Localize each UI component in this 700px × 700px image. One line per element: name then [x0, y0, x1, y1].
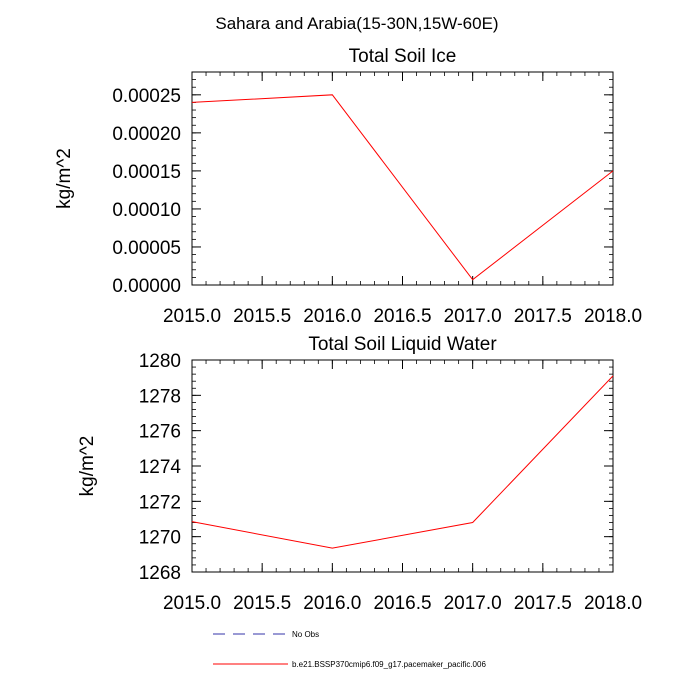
legend-label: b.e21.BSSP370cmip6.f09_g17.pacemaker_pac… [292, 660, 486, 669]
y-tick-label: 0.00005 [112, 238, 181, 259]
y-axis-label: kg/m^2 [77, 436, 98, 497]
plot-frame [191, 359, 614, 573]
y-tick-label: 0.00025 [112, 86, 181, 107]
y-tick-label: 0.00020 [112, 124, 181, 145]
chart-title: Total Soil Liquid Water [308, 334, 497, 355]
x-tick-label: 2018.0 [584, 593, 642, 614]
x-tick-label: 2016.5 [373, 593, 431, 614]
panel-total-soil-ice: Total Soil Ice kg/m^2 0.00000 0.00005 0.0001… [54, 46, 642, 327]
series-line [191, 375, 614, 549]
x-tick-label: 2017.0 [444, 306, 502, 327]
x-tick-label: 2017.0 [444, 593, 502, 614]
page-title: Sahara and Arabia(15-30N,15W-60E) [215, 14, 498, 33]
x-tick-label: 2015.0 [163, 306, 221, 327]
chart-title: Total Soil Ice [349, 46, 457, 67]
x-tick-label: 2017.5 [514, 306, 572, 327]
y-tick-label: 0.00010 [112, 200, 181, 221]
y-tick-label: 1274 [139, 457, 182, 478]
x-tick-label: 2017.5 [514, 593, 572, 614]
y-tick-label: 1276 [139, 422, 181, 443]
legend: No Obs b.e21.BSSP370cmip6.f09_g17.pacemak… [213, 630, 486, 669]
y-tick-label: 1268 [139, 563, 181, 584]
x-tick-label: 2018.0 [584, 306, 642, 327]
y-axis-label: kg/m^2 [54, 148, 75, 209]
series-line [191, 94, 614, 281]
y-tick-label: 1272 [139, 492, 181, 513]
y-tick-label: 0.00000 [112, 276, 181, 297]
x-tick-label: 2016.5 [373, 306, 431, 327]
x-tick-label: 2015.0 [163, 593, 221, 614]
legend-label: No Obs [292, 630, 319, 639]
panel-total-soil-liquid-water: Total Soil Liquid Water kg/m^2 1268 1270 127… [77, 334, 642, 614]
y-tick-label: 1278 [139, 386, 181, 407]
y-tick-label: 0.00015 [112, 162, 181, 183]
x-tick-label: 2016.0 [303, 593, 361, 614]
y-tick-label: 1280 [139, 351, 181, 372]
y-tick-label: 1270 [139, 528, 181, 549]
x-tick-label: 2015.5 [233, 306, 291, 327]
plot-frame [191, 71, 614, 286]
x-tick-label: 2015.5 [233, 593, 291, 614]
x-tick-label: 2016.0 [303, 306, 361, 327]
